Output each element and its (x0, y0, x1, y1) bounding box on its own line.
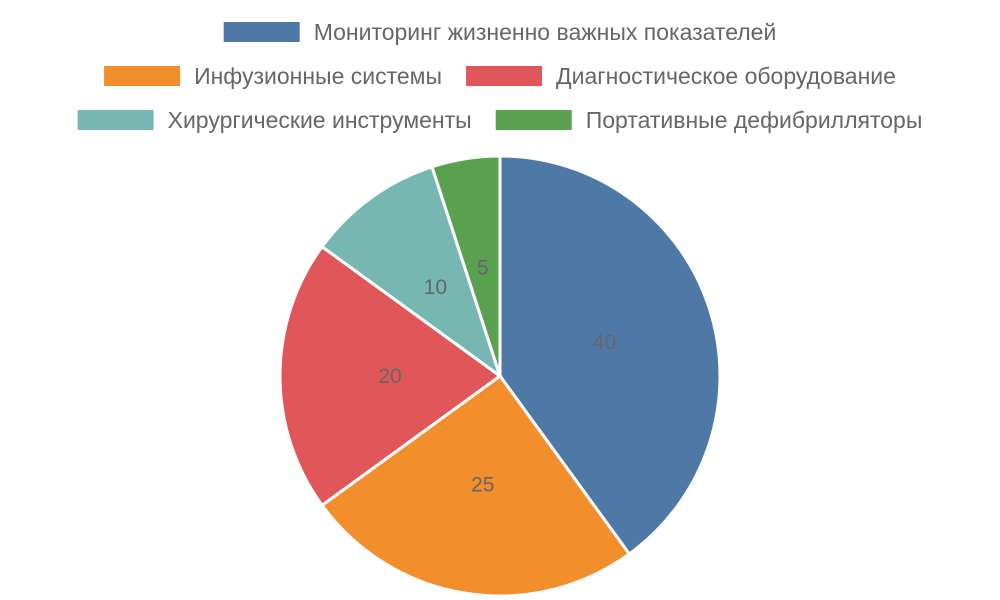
pie-slices (278, 154, 722, 598)
slice-labels: 40 25 20 10 5 (378, 256, 616, 496)
legend-label[interactable]: Хирургические инструменты (168, 107, 472, 133)
legend-swatch[interactable] (223, 22, 300, 42)
pie-slice[interactable] (319, 373, 632, 598)
pie-slice[interactable] (430, 154, 502, 377)
legend-swatch[interactable] (466, 66, 543, 86)
legend-swatch[interactable] (77, 110, 154, 130)
legend-label[interactable]: Портативные дефибрилляторы (586, 107, 923, 133)
slice-value-label: 20 (378, 365, 401, 388)
legend: Мониторинг жизненно важных показателей Ин… (77, 19, 923, 133)
pie-slice[interactable] (498, 154, 722, 557)
slice-value-label: 10 (424, 276, 447, 299)
legend-swatch[interactable] (104, 66, 181, 86)
slice-value-label: 40 (593, 331, 616, 354)
pie-slice[interactable] (319, 164, 503, 380)
legend-label[interactable]: Диагностическое оборудование (556, 63, 896, 89)
slice-value-label: 25 (471, 474, 494, 497)
legend-swatch[interactable] (495, 110, 572, 130)
legend-label[interactable]: Мониторинг жизненно важных показателей (314, 19, 777, 45)
slice-value-label: 5 (477, 256, 489, 279)
legend-label[interactable]: Инфузионные системы (194, 63, 442, 89)
pie-slice[interactable] (278, 244, 503, 508)
